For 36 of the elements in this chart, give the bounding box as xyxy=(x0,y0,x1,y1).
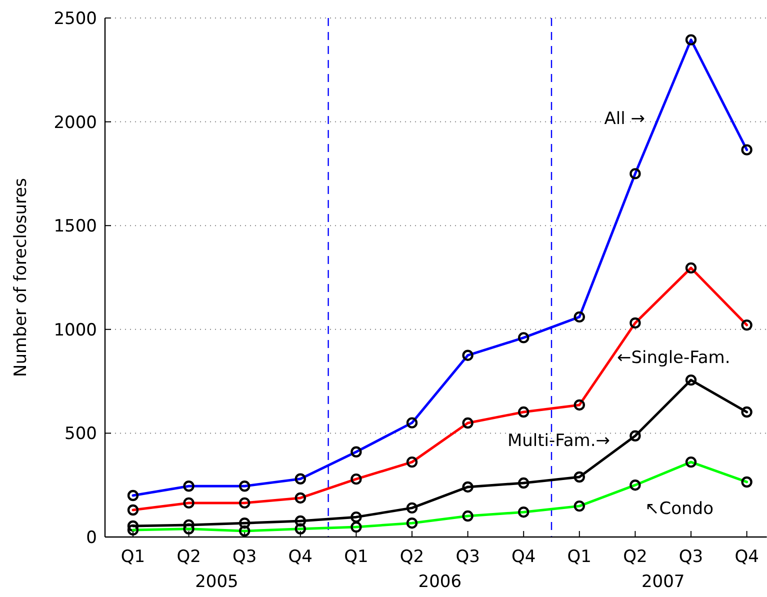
x-tick-label: Q2 xyxy=(623,547,648,567)
point xyxy=(741,406,752,418)
x-tick-label: Q4 xyxy=(288,547,312,567)
point xyxy=(350,511,362,523)
point xyxy=(294,515,306,527)
point xyxy=(518,477,530,489)
x-tick-label: Q2 xyxy=(400,547,424,567)
point xyxy=(685,374,697,386)
x-tick-label: Q1 xyxy=(567,547,592,567)
point xyxy=(574,471,585,483)
series-label: All → xyxy=(604,109,645,129)
text: 2005 xyxy=(195,572,238,592)
x-tick-label: Q3 xyxy=(232,547,257,567)
y-tick-label: 2500 xyxy=(54,9,97,29)
x-tick-label: Q1 xyxy=(120,547,146,567)
x-tick-label: Q4 xyxy=(512,547,536,567)
series-label: ↖Condo xyxy=(645,499,714,519)
y-tick-label: 2000 xyxy=(54,112,97,133)
point xyxy=(462,481,474,493)
point xyxy=(630,430,641,442)
y-tick-label: 0 xyxy=(86,528,97,548)
y-tick-label: 1500 xyxy=(54,216,97,237)
point xyxy=(127,520,139,532)
x-tick-label: Q2 xyxy=(176,547,201,567)
y-axis-title: Number of foreclosures xyxy=(11,178,31,377)
y-tick-label: 500 xyxy=(64,424,97,444)
x-tick-label: Q1 xyxy=(344,547,368,567)
x-tick-label: Q3 xyxy=(678,547,704,567)
text: 2007 xyxy=(641,572,685,592)
x-tick-label: Q4 xyxy=(734,547,759,567)
point xyxy=(239,517,250,529)
y-tick-label: 1000 xyxy=(54,320,97,340)
x-tick-label: Q3 xyxy=(456,547,480,567)
text: 2006 xyxy=(418,572,462,592)
series-label: ←Single-Fam. xyxy=(617,348,730,368)
point xyxy=(406,502,418,514)
